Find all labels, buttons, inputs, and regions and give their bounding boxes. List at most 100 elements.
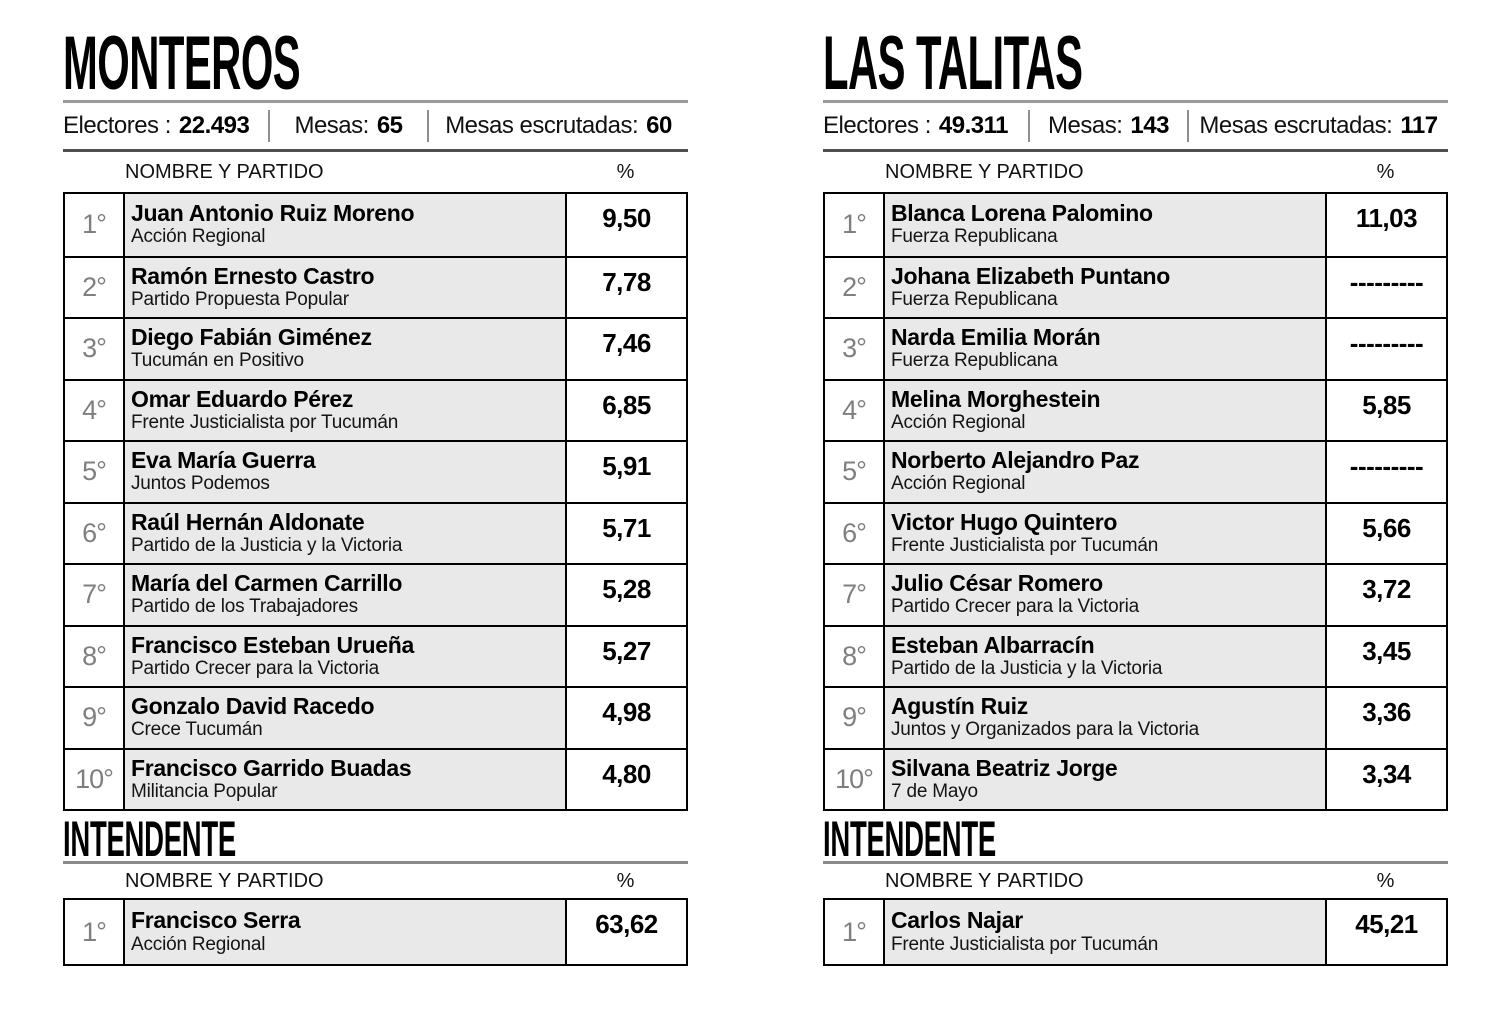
candidate-name-cell: Gonzalo David Racedo Crece Tucumán <box>125 688 567 748</box>
column-header-name: NOMBRE Y PARTIDO <box>125 160 324 183</box>
candidate-percentage: 4,98 <box>567 688 686 748</box>
candidate-position: 7° <box>825 565 885 625</box>
city-panel-las-talitas: LAS TALITAS Electores : 49.311 Mesas: 14… <box>823 26 1448 966</box>
candidate-name: Francisco Serra <box>131 907 301 934</box>
candidates-table: 1° Juan Antonio Ruiz Moreno Acción Regiona… <box>63 192 688 811</box>
candidate-position: 3° <box>825 319 885 379</box>
stats-bar: Electores : 49.311 Mesas: 143 Mesas escr… <box>823 103 1448 149</box>
stat-mesas: Mesas: 143 <box>1030 112 1187 140</box>
intendente-table: 1° Francisco Serra Acción Regional 63,62 <box>63 898 688 966</box>
candidate-name-cell: Francisco Garrido Buadas Militancia Popul… <box>125 749 567 809</box>
candidate-name-cell: Agustín Ruiz Juntos y Organizados para la… <box>885 688 1327 748</box>
stat-mesas-escrutadas: Mesas escrutadas: 117 <box>1189 112 1448 140</box>
candidate-percentage: --------- <box>1327 319 1446 379</box>
candidate-row: 10° Francisco Garrido Buadas Militancia Po… <box>65 747 686 809</box>
candidate-name-cell: Francisco Serra Acción Regional <box>125 900 567 964</box>
stats-divider <box>823 149 1448 152</box>
candidate-position: 3° <box>65 319 125 379</box>
candidate-name: Eva María Guerra <box>131 447 316 474</box>
candidate-party: Frente Justicialista por Tucumán <box>891 534 1159 556</box>
candidate-party: Partido de los Trabajadores <box>131 596 358 618</box>
candidate-name-cell: Raúl Hernán Aldonate Partido de la Justic… <box>125 503 567 563</box>
column-header-name: NOMBRE Y PARTIDO <box>125 869 324 892</box>
candidate-party: Partido de la Justicia y la Victoria <box>891 657 1163 679</box>
candidate-row: 6° Victor Hugo Quintero Frente Justicialis… <box>825 501 1446 563</box>
candidate-name: Melina Morghestein <box>891 385 1101 412</box>
candidate-party: 7 de Mayo <box>891 780 978 802</box>
candidate-name-cell: Johana Elizabeth Puntano Fuerza Republica… <box>885 257 1327 317</box>
candidate-percentage: 3,72 <box>1327 565 1446 625</box>
candidate-party: Fuerza Republicana <box>891 226 1058 248</box>
candidate-row: 6° Raúl Hernán Aldonate Partido de la Just… <box>65 501 686 563</box>
candidate-party: Partido Propuesta Popular <box>131 288 349 310</box>
candidate-position: 4° <box>65 380 125 440</box>
column-header-name: NOMBRE Y PARTIDO <box>885 160 1084 183</box>
candidate-party: Fuerza Republicana <box>891 350 1058 372</box>
candidate-name-cell: Eva María Guerra Juntos Podemos <box>125 442 567 502</box>
candidate-row: 8° Esteban Albarracín Partido de la Justic… <box>825 624 1446 686</box>
candidate-position: 9° <box>65 688 125 748</box>
candidate-percentage: 5,66 <box>1327 503 1446 563</box>
candidate-row: 4° Omar Eduardo Pérez Frente Justicialista… <box>65 378 686 440</box>
candidate-party: Partido Crecer para la Victoria <box>891 596 1139 618</box>
candidate-row: 9° Agustín Ruiz Juntos y Organizados para … <box>825 686 1446 748</box>
candidate-name-cell: María del Carmen Carrillo Partido de los … <box>125 565 567 625</box>
city-panel-monteros: MONTEROS Electores : 22.493 Mesas: 65 Me… <box>63 26 688 966</box>
candidate-name: Francisco Esteban Urueña <box>131 631 414 658</box>
stat-label: Mesas: <box>294 112 369 139</box>
candidate-name-cell: Omar Eduardo Pérez Frente Justicialista p… <box>125 380 567 440</box>
candidate-party: Frente Justicialista por Tucumán <box>891 933 1159 955</box>
candidate-name: Narda Emilia Morán <box>891 324 1101 351</box>
candidate-name-cell: Diego Fabián Giménez Tucumán en Positivo <box>125 319 567 379</box>
stat-value: 60 <box>646 112 672 139</box>
candidate-row: 1° Blanca Lorena Palomino Fuerza Republica… <box>825 194 1446 256</box>
candidate-row: 4° Melina Morghestein Acción Regional 5,85 <box>825 378 1446 440</box>
candidate-name-cell: Norberto Alejandro Paz Acción Regional <box>885 442 1327 502</box>
candidate-position: 6° <box>825 503 885 563</box>
candidate-name-cell: Carlos Najar Frente Justicialista por Tuc… <box>885 900 1327 964</box>
candidate-position: 10° <box>825 749 885 809</box>
candidate-name: Francisco Garrido Buadas <box>131 754 412 781</box>
candidate-percentage: 4,80 <box>567 749 686 809</box>
candidate-percentage: 9,50 <box>567 194 686 256</box>
candidate-name-cell: Francisco Esteban Urueña Partido Crecer p… <box>125 626 567 686</box>
candidate-percentage: 5,85 <box>1327 380 1446 440</box>
candidate-name: Raúl Hernán Aldonate <box>131 508 365 535</box>
candidate-position: 1° <box>825 900 885 964</box>
city-title: MONTEROS <box>63 21 301 106</box>
stats-bar: Electores : 22.493 Mesas: 65 Mesas escru… <box>63 103 688 149</box>
intendente-table: 1° Carlos Najar Frente Justicialista por T… <box>823 898 1448 966</box>
intendente-divider <box>823 861 1448 864</box>
candidate-name: Agustín Ruiz <box>891 693 1028 720</box>
city-title: LAS TALITAS <box>823 21 1083 106</box>
candidate-percentage: 45,21 <box>1327 900 1446 964</box>
column-header-percent: % <box>616 160 635 183</box>
candidate-percentage: 3,34 <box>1327 749 1446 809</box>
candidate-percentage: --------- <box>1327 257 1446 317</box>
candidate-name-cell: Blanca Lorena Palomino Fuerza Republicana <box>885 194 1327 256</box>
stats-separator <box>1187 110 1189 142</box>
stat-label: Electores : <box>823 112 931 139</box>
stat-label: Electores : <box>63 112 171 139</box>
table-header: NOMBRE Y PARTIDO % <box>63 152 688 192</box>
column-header-name: NOMBRE Y PARTIDO <box>885 869 1084 892</box>
stat-electores: Electores : 49.311 <box>823 112 1028 140</box>
candidate-position: 2° <box>825 257 885 317</box>
candidate-name: Esteban Albarracín <box>891 631 1095 658</box>
candidate-row: 2° Ramón Ernesto Castro Partido Propuesta … <box>65 255 686 317</box>
candidate-percentage: 3,36 <box>1327 688 1446 748</box>
candidate-row: 2° Johana Elizabeth Puntano Fuerza Republi… <box>825 255 1446 317</box>
candidate-party: Acción Regional <box>131 226 266 248</box>
candidate-name: María del Carmen Carrillo <box>131 570 403 597</box>
stat-mesas-escrutadas: Mesas escrutadas: 60 <box>429 112 688 140</box>
candidate-percentage: 6,85 <box>567 380 686 440</box>
column-header-percent: % <box>616 869 635 892</box>
candidate-row: 9° Gonzalo David Racedo Crece Tucumán 4,98 <box>65 686 686 748</box>
candidate-party: Partido de la Justicia y la Victoria <box>131 534 403 556</box>
candidate-name: Norberto Alejandro Paz <box>891 447 1140 474</box>
candidate-name: Victor Hugo Quintero <box>891 508 1118 535</box>
candidate-percentage: 7,46 <box>567 319 686 379</box>
candidate-party: Militancia Popular <box>131 780 278 802</box>
candidate-position: 8° <box>65 626 125 686</box>
